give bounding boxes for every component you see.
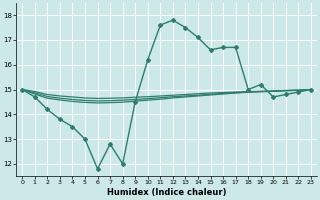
X-axis label: Humidex (Indice chaleur): Humidex (Indice chaleur): [107, 188, 226, 197]
